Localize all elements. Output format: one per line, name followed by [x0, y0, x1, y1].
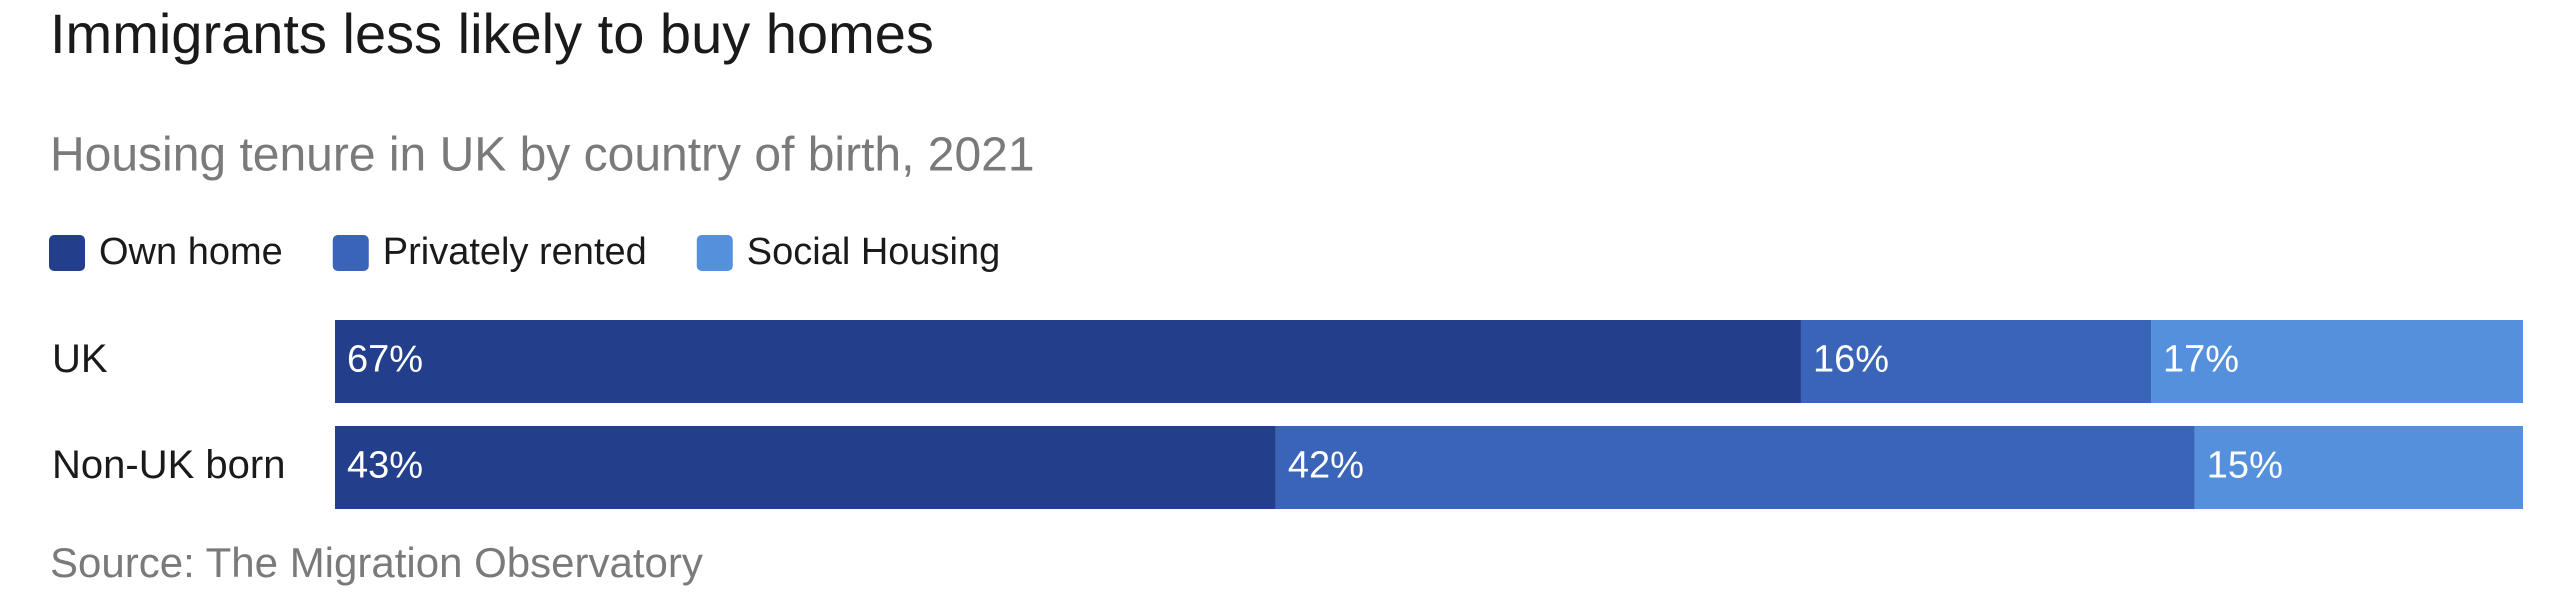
bar-segment — [335, 320, 1801, 403]
chart-source: Source: The Migration Observatory — [50, 539, 703, 586]
row-label: UK — [52, 337, 108, 381]
row-label: Non-UK born — [52, 443, 285, 487]
bar-segment — [2151, 320, 2523, 403]
legend-swatch — [696, 235, 733, 271]
legend-label: Social Housing — [747, 231, 1000, 273]
legend-swatch — [332, 235, 369, 271]
value-label: 67% — [347, 339, 423, 381]
chart-subtitle: Housing tenure in UK by country of birth… — [50, 129, 1035, 182]
chart-title: Immigrants less likely to buy homes — [50, 2, 934, 65]
bar-segment — [335, 426, 1276, 509]
value-label: 42% — [1288, 445, 1364, 487]
value-label: 17% — [2163, 339, 2239, 381]
value-label: 15% — [2207, 445, 2283, 487]
bar-segment — [1800, 320, 2152, 403]
bar-segment — [2194, 426, 2523, 509]
legend-label: Own home — [99, 231, 283, 273]
legend-label: Privately rented — [383, 231, 647, 273]
value-label: 43% — [347, 445, 423, 487]
legend-swatch — [49, 235, 85, 271]
bar-segment — [1275, 426, 2195, 509]
value-label: 16% — [1813, 339, 1889, 381]
